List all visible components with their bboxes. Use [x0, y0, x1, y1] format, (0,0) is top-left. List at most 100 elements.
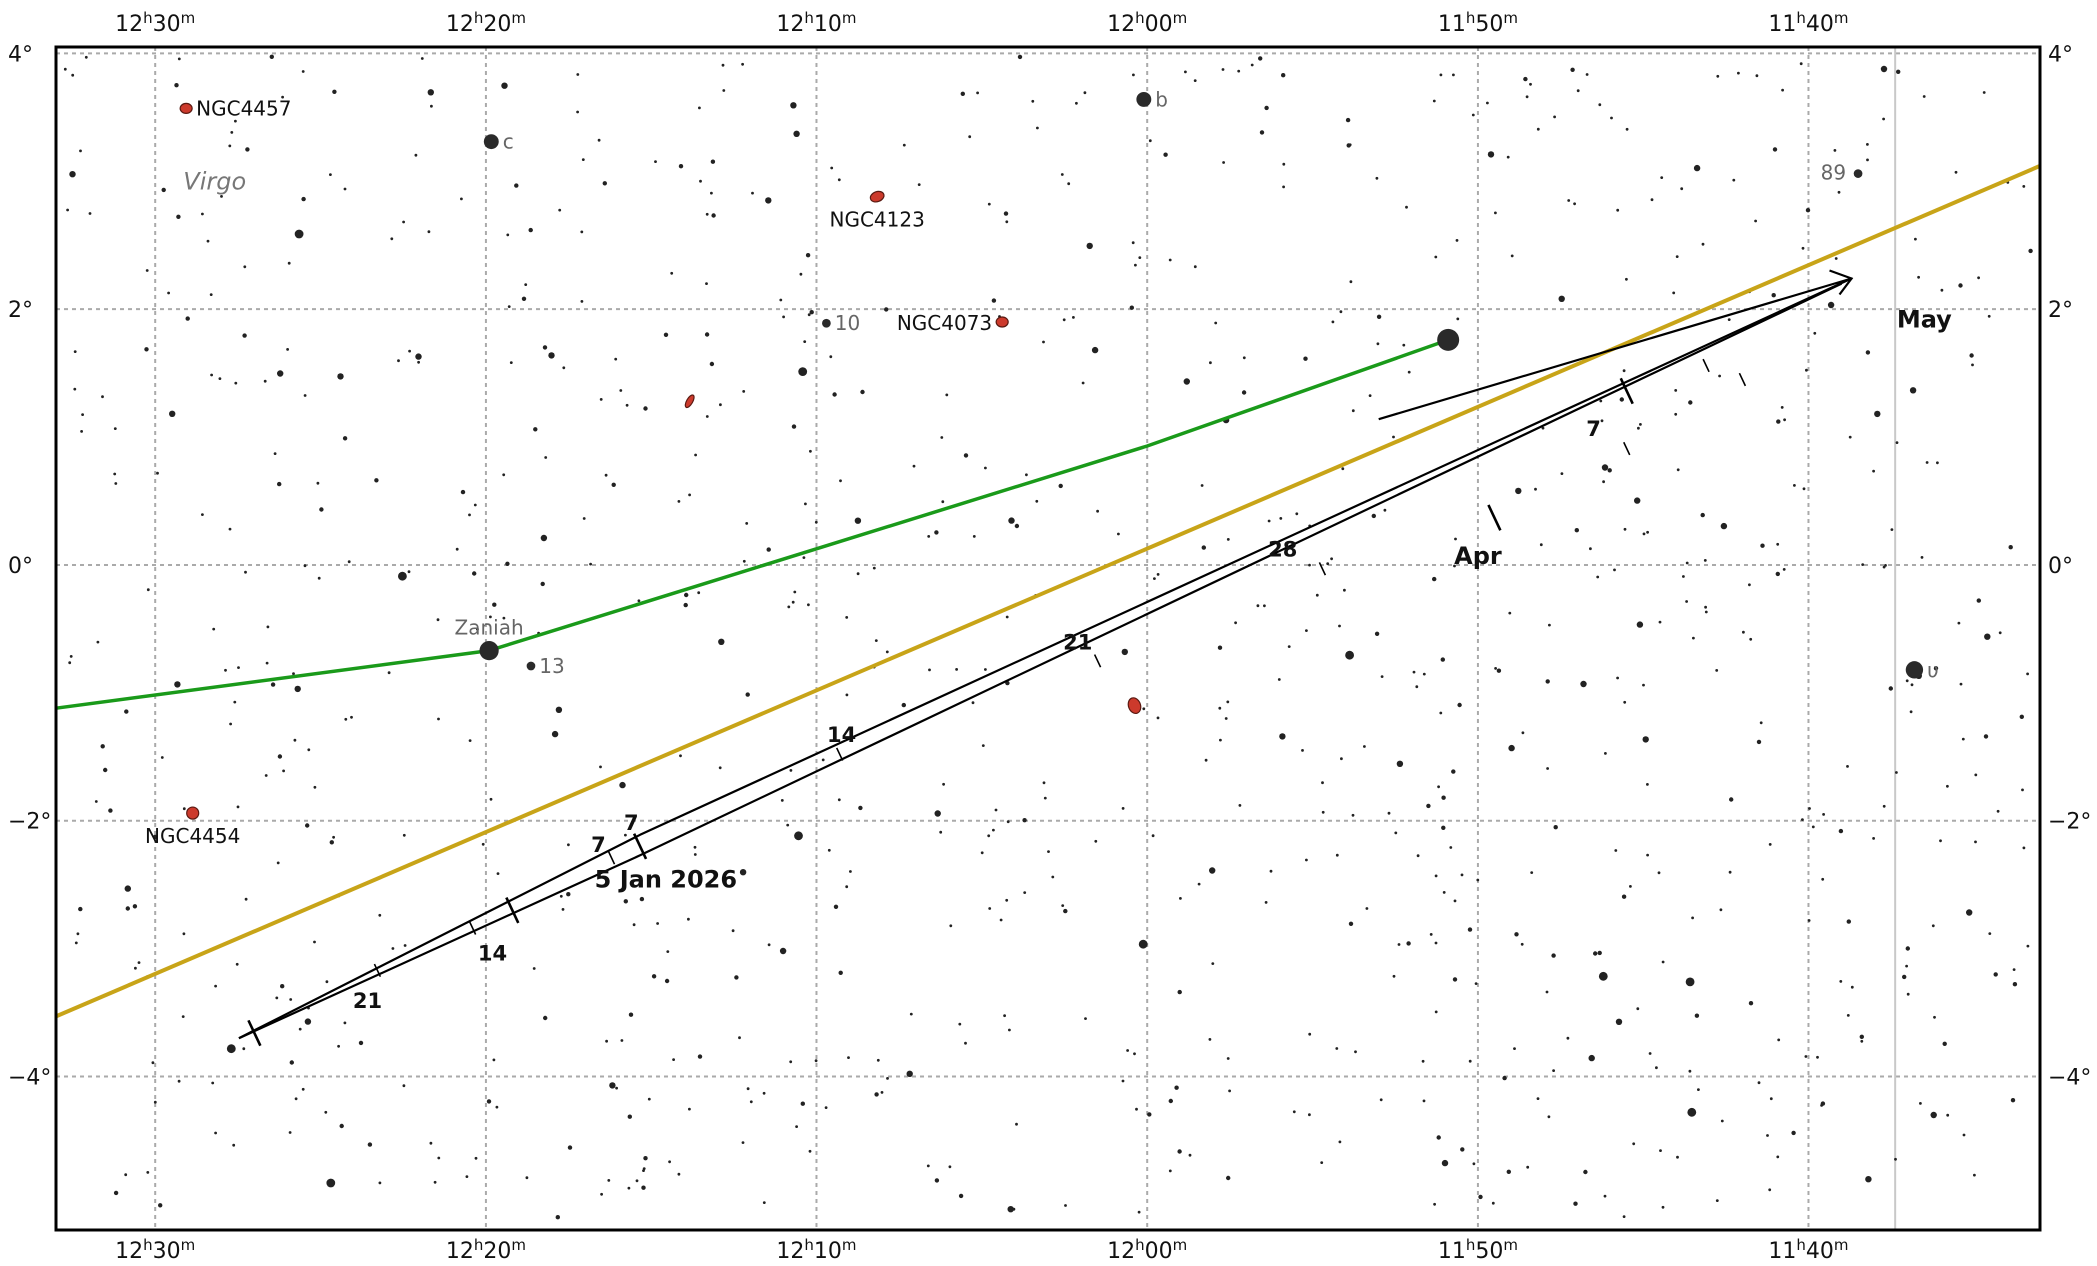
field-star — [693, 853, 697, 856]
field-star — [1433, 1202, 1436, 1206]
field-star — [1976, 598, 1982, 603]
bright-star — [479, 641, 499, 661]
field-star — [1675, 255, 1679, 258]
field-star — [551, 730, 559, 738]
field-star — [1776, 542, 1780, 546]
field-star — [694, 453, 697, 457]
field-star — [71, 73, 75, 77]
field-star — [220, 195, 223, 198]
field-star — [1846, 765, 1849, 768]
field-star — [787, 605, 791, 609]
field-star — [1748, 1001, 1754, 1006]
field-star — [741, 1141, 745, 1144]
bright-star — [822, 318, 831, 328]
field-star — [1614, 849, 1618, 852]
field-star — [677, 500, 681, 503]
field-star — [417, 360, 420, 364]
field-star — [1451, 769, 1456, 774]
field-star — [132, 904, 138, 909]
field-star — [514, 183, 519, 188]
field-star — [134, 966, 137, 970]
field-star — [317, 576, 321, 580]
field-star — [177, 1079, 181, 1083]
field-star — [711, 213, 716, 218]
field-star — [1732, 178, 1736, 182]
field-star — [688, 1107, 691, 1111]
field-star — [313, 940, 316, 944]
field-star — [1905, 679, 1909, 683]
field-star — [2021, 788, 2024, 792]
field-star — [1200, 484, 1204, 487]
field-star — [1642, 736, 1649, 743]
field-star — [211, 1081, 215, 1085]
field-star — [1808, 807, 1811, 810]
field-star — [1177, 1149, 1182, 1154]
field-star — [1946, 1113, 1950, 1117]
field-star — [209, 293, 213, 296]
dec-tick-label-left: 4° — [8, 42, 33, 67]
field-star — [1920, 556, 1924, 559]
field-star — [1804, 1055, 1808, 1058]
field-star — [436, 618, 440, 622]
field-star — [1958, 283, 1963, 288]
field-star — [289, 998, 293, 1001]
field-star — [1121, 1079, 1125, 1083]
track-major-tick — [247, 1019, 262, 1047]
dec-tick-label-right: 0° — [2048, 554, 2073, 579]
field-star — [496, 872, 500, 875]
field-star — [906, 1070, 913, 1078]
field-star — [999, 918, 1003, 922]
field-star — [182, 932, 186, 936]
field-star — [1287, 645, 1291, 648]
field-star — [1453, 564, 1456, 568]
field-star — [1514, 932, 1519, 937]
field-star — [2019, 714, 2025, 719]
field-star — [1942, 1041, 1947, 1047]
field-star — [160, 756, 164, 759]
field-star — [808, 1149, 812, 1153]
field-star — [1017, 54, 1023, 60]
field-star — [1221, 68, 1225, 71]
field-star — [1151, 834, 1155, 838]
field-star — [1371, 513, 1377, 519]
field-star — [427, 89, 434, 96]
labels-layer: 12h30m 12h30m 12h20m 12h20m 12h10m 12h10m 12h0… — [8, 9, 2091, 1264]
field-star — [1642, 532, 1646, 536]
field-star — [1882, 117, 1885, 121]
ecliptic-line — [55, 164, 2041, 1019]
field-star — [294, 229, 304, 239]
field-star — [1534, 487, 1537, 491]
field-star — [507, 305, 511, 308]
field-star — [1718, 374, 1721, 378]
field-star — [968, 135, 972, 139]
field-star — [472, 571, 477, 576]
field-star — [108, 808, 113, 813]
field-star — [465, 1175, 469, 1178]
field-star — [1308, 1113, 1311, 1117]
field-star — [287, 261, 291, 265]
field-star — [1258, 56, 1263, 61]
field-star — [1529, 82, 1532, 86]
field-star — [1005, 220, 1009, 224]
field-star — [181, 1015, 185, 1018]
field-star — [710, 191, 713, 195]
field-star — [1966, 909, 1973, 916]
field-star — [619, 781, 626, 789]
field-star — [2012, 968, 2016, 971]
field-star — [230, 131, 234, 134]
field-star — [1476, 878, 1480, 882]
field-star — [1405, 205, 1408, 209]
field-star — [214, 984, 218, 988]
field-star — [1422, 1099, 1426, 1103]
field-star — [860, 389, 865, 395]
field-star — [1616, 676, 1619, 680]
field-star — [958, 1193, 964, 1199]
field-star — [1468, 1059, 1472, 1063]
coordinate-grid — [56, 47, 2040, 1230]
field-star — [1791, 1130, 1796, 1136]
field-star — [1720, 1119, 1724, 1123]
field-star — [1742, 630, 1745, 634]
field-star — [2010, 1098, 2016, 1103]
field-star — [182, 807, 186, 811]
field-star — [800, 1101, 805, 1106]
